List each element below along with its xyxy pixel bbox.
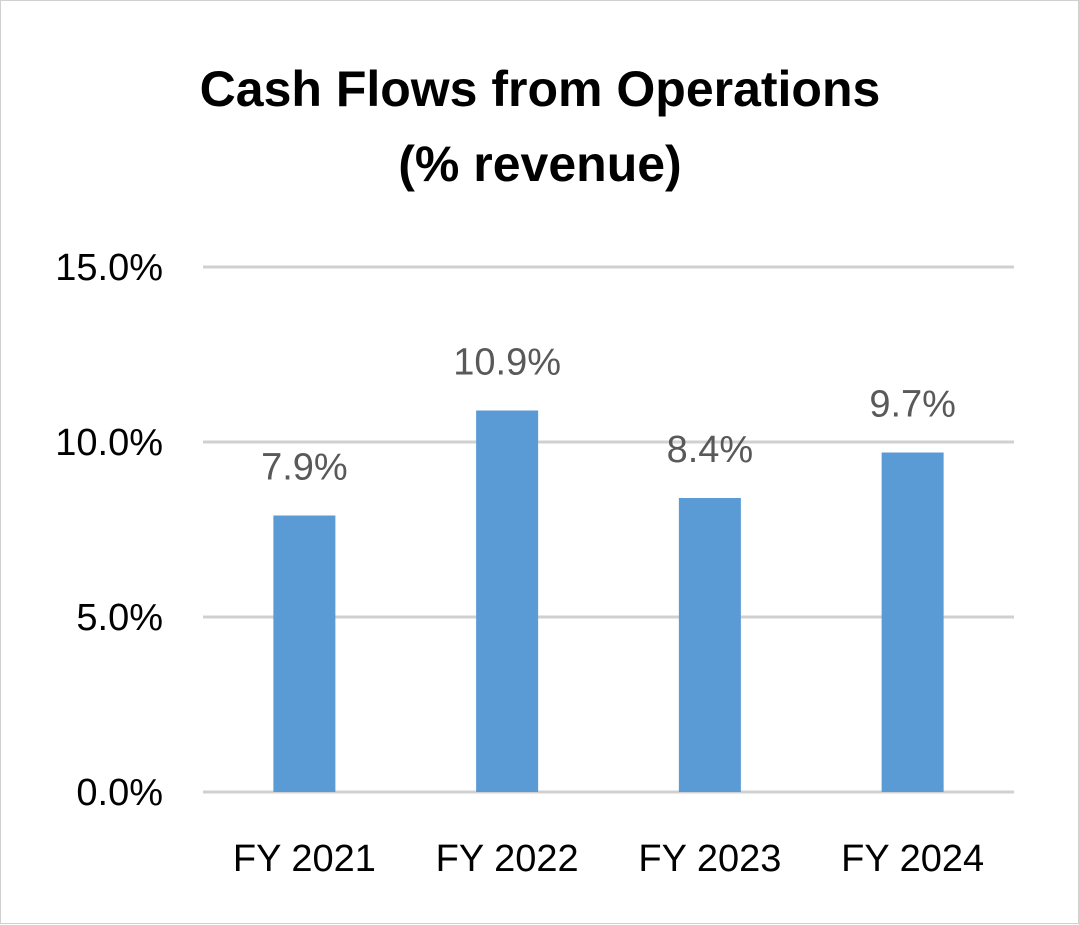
y-axis-ticks: 0.0% 5.0% 10.0% 15.0% bbox=[55, 247, 163, 814]
bar-fy-2022 bbox=[476, 410, 539, 792]
bar-fy-2021 bbox=[273, 515, 336, 792]
y-tick-label: 15.0% bbox=[55, 247, 163, 289]
data-label: 7.9% bbox=[261, 447, 348, 489]
x-tick-label: FY 2024 bbox=[841, 838, 984, 880]
data-label: 9.7% bbox=[869, 384, 956, 426]
bar-fy-2023 bbox=[678, 498, 741, 792]
x-tick-label: FY 2023 bbox=[638, 838, 781, 880]
x-axis-ticks: FY 2021 FY 2022 FY 2023 FY 2024 bbox=[233, 838, 984, 880]
y-tick-label: 0.0% bbox=[76, 772, 163, 814]
data-label: 8.4% bbox=[667, 429, 754, 471]
chart-title-line-2: (% revenue) bbox=[398, 136, 681, 192]
bars bbox=[273, 410, 944, 792]
x-tick-label: FY 2021 bbox=[233, 838, 376, 880]
gridlines bbox=[203, 265, 1014, 794]
y-tick-label: 5.0% bbox=[76, 597, 163, 639]
bar-fy-2024 bbox=[881, 452, 944, 792]
data-labels: 7.9% 10.9% 8.4% 9.7% bbox=[261, 342, 956, 489]
data-label: 10.9% bbox=[453, 342, 561, 384]
chart-title-line-1: Cash Flows from Operations bbox=[200, 61, 881, 117]
y-tick-label: 10.0% bbox=[55, 422, 163, 464]
x-tick-label: FY 2022 bbox=[436, 838, 579, 880]
